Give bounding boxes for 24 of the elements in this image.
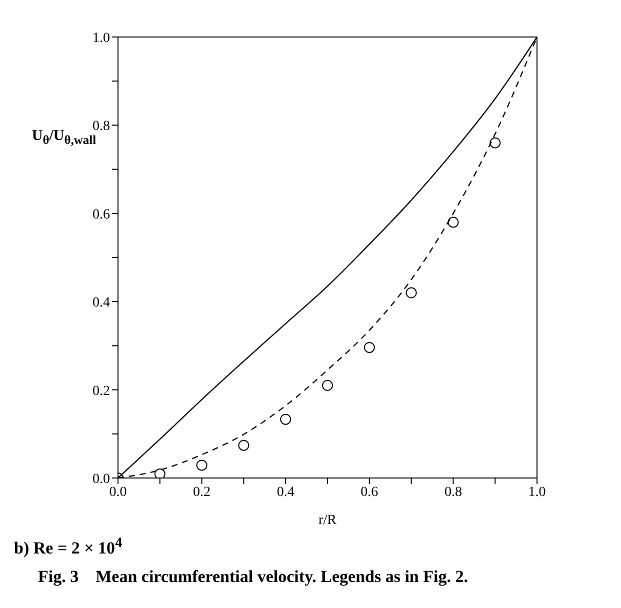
x-tick-label: 1.0 bbox=[528, 484, 546, 500]
x-tick-label: 0.8 bbox=[444, 484, 462, 500]
point bbox=[490, 137, 501, 148]
x-tick-label: 0.2 bbox=[193, 484, 211, 500]
y-tick-label: 0.2 bbox=[92, 384, 110, 399]
x-tick-label: 0.6 bbox=[360, 484, 378, 500]
point bbox=[154, 468, 166, 478]
caption: Fig. 3 Mean circumferential velocity. Legends as in Fig. 2. bbox=[38, 566, 469, 587]
y-tick-label: 0.0 bbox=[92, 472, 110, 487]
x-axis-title: r/R bbox=[318, 513, 338, 528]
y-tick-label: 0.8 bbox=[92, 119, 110, 134]
point bbox=[448, 216, 459, 228]
y-tick-label: 1.0 bbox=[92, 30, 110, 46]
point bbox=[196, 460, 208, 471]
x-tick-label: 0.0 bbox=[109, 484, 127, 500]
y-tick-label: 0.6 bbox=[92, 207, 110, 222]
x-tick-label: 0.4 bbox=[276, 484, 294, 500]
point bbox=[238, 440, 250, 451]
text: b) Re = 2 × 10$^{4}$ bbox=[14, 535, 124, 559]
y-tick-label: 0.4 bbox=[92, 296, 110, 311]
point bbox=[364, 342, 375, 353]
point bbox=[406, 287, 417, 298]
point bbox=[280, 414, 292, 425]
point bbox=[322, 380, 333, 391]
